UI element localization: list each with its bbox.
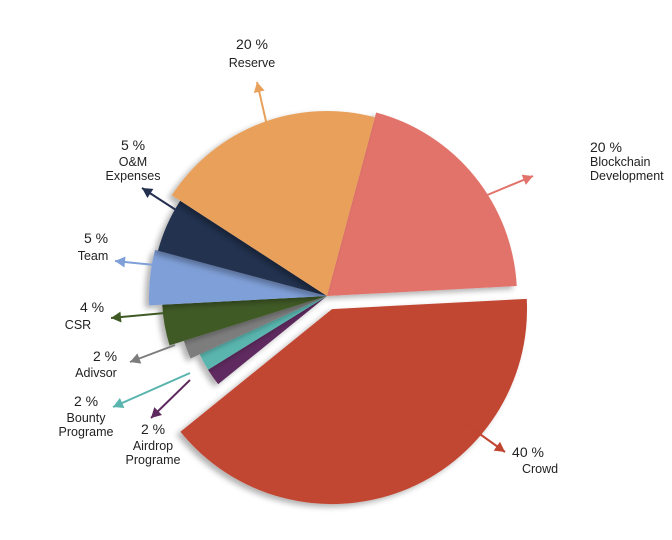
pie-slice-adivsor: [183, 296, 327, 359]
value-label-reserve: 20 %: [236, 36, 268, 52]
pie-slice-oandm-expenses: [157, 200, 327, 296]
pie-slice-csr: [162, 296, 327, 346]
slice-label-csr: CSR: [65, 318, 91, 332]
slice-label-bounty-programe-line-2: Programe: [59, 425, 114, 439]
arrowhead-reserve: [253, 82, 265, 93]
value-label-blockchain-development: 20 %: [590, 139, 622, 155]
pie-slice-team: [148, 249, 327, 306]
slice-label-adivsor: Adivsor: [75, 366, 117, 380]
pie-slice-blockchain-development: [327, 112, 517, 296]
slice-label-blockchain-development-line-2: Development: [590, 169, 664, 183]
slice-label-reserve: Reserve: [229, 56, 276, 70]
value-label-oandm-expenses: 5 %: [121, 137, 145, 153]
value-label-csr: 4 %: [80, 299, 104, 315]
pie-slice-airdrop-programe: [208, 296, 327, 385]
arrow-bounty-programe: [112, 372, 191, 408]
slice-label-crowd: Crowd: [522, 462, 558, 476]
slice-label-bounty-programe-line-1: Bounty: [67, 411, 107, 425]
arrowhead-bounty-programe: [113, 397, 125, 408]
slice-label-airdrop-programe-line-1: Airdrop: [133, 439, 173, 453]
pie-slice-crowd: [180, 298, 528, 505]
arrowhead-team: [115, 256, 126, 268]
value-label-team: 5 %: [84, 230, 108, 246]
slice-label-blockchain-development-line-1: Blockchain: [590, 155, 650, 169]
arrowhead-crowd: [493, 441, 505, 452]
value-label-crowd: 40 %: [512, 444, 544, 460]
arrowhead-csr: [111, 311, 122, 323]
arrowhead-airdrop-programe: [151, 407, 163, 418]
pie-slice-bounty-programe: [199, 296, 327, 370]
slice-label-team: Team: [78, 249, 109, 263]
pie-slice-reserve: [171, 110, 375, 296]
value-label-airdrop-programe: 2 %: [141, 421, 165, 437]
arrowhead-oandm-expenses: [142, 188, 154, 199]
slice-label-airdrop-programe-line-2: Programe: [126, 453, 181, 467]
slice-label-oandm-expenses-line-2: Expenses: [106, 169, 161, 183]
value-label-adivsor: 2 %: [93, 348, 117, 364]
value-label-bounty-programe: 2 %: [74, 393, 98, 409]
arrowhead-blockchain-development: [521, 174, 533, 185]
slice-label-oandm-expenses-line-1: O&M: [119, 155, 147, 169]
arrowhead-adivsor: [130, 353, 142, 364]
